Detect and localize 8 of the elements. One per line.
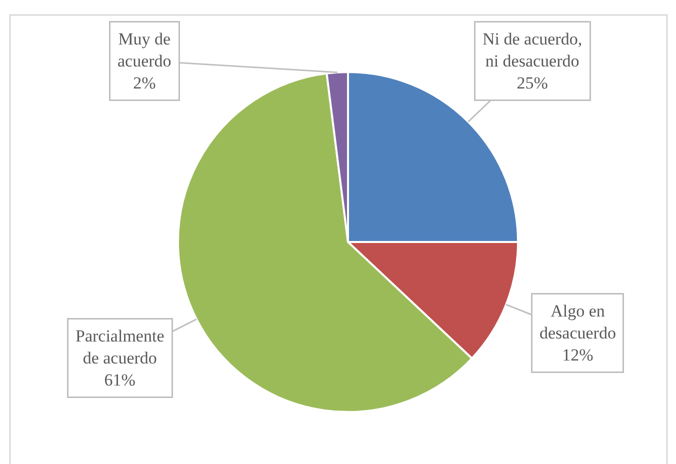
slice-label: Ni de acuerdo, ni desacuerdo <box>482 30 582 71</box>
slice-label: Algo en desacuerdo <box>540 302 616 343</box>
slice-label: Parcialmente de acuerdo <box>76 326 164 368</box>
data-label: 12% <box>562 346 594 365</box>
data-label: 2% <box>133 74 156 93</box>
data-label: 61% <box>104 370 136 390</box>
data-label: 25% <box>516 74 548 93</box>
slice-label: Muy de acuerdo <box>118 30 172 71</box>
